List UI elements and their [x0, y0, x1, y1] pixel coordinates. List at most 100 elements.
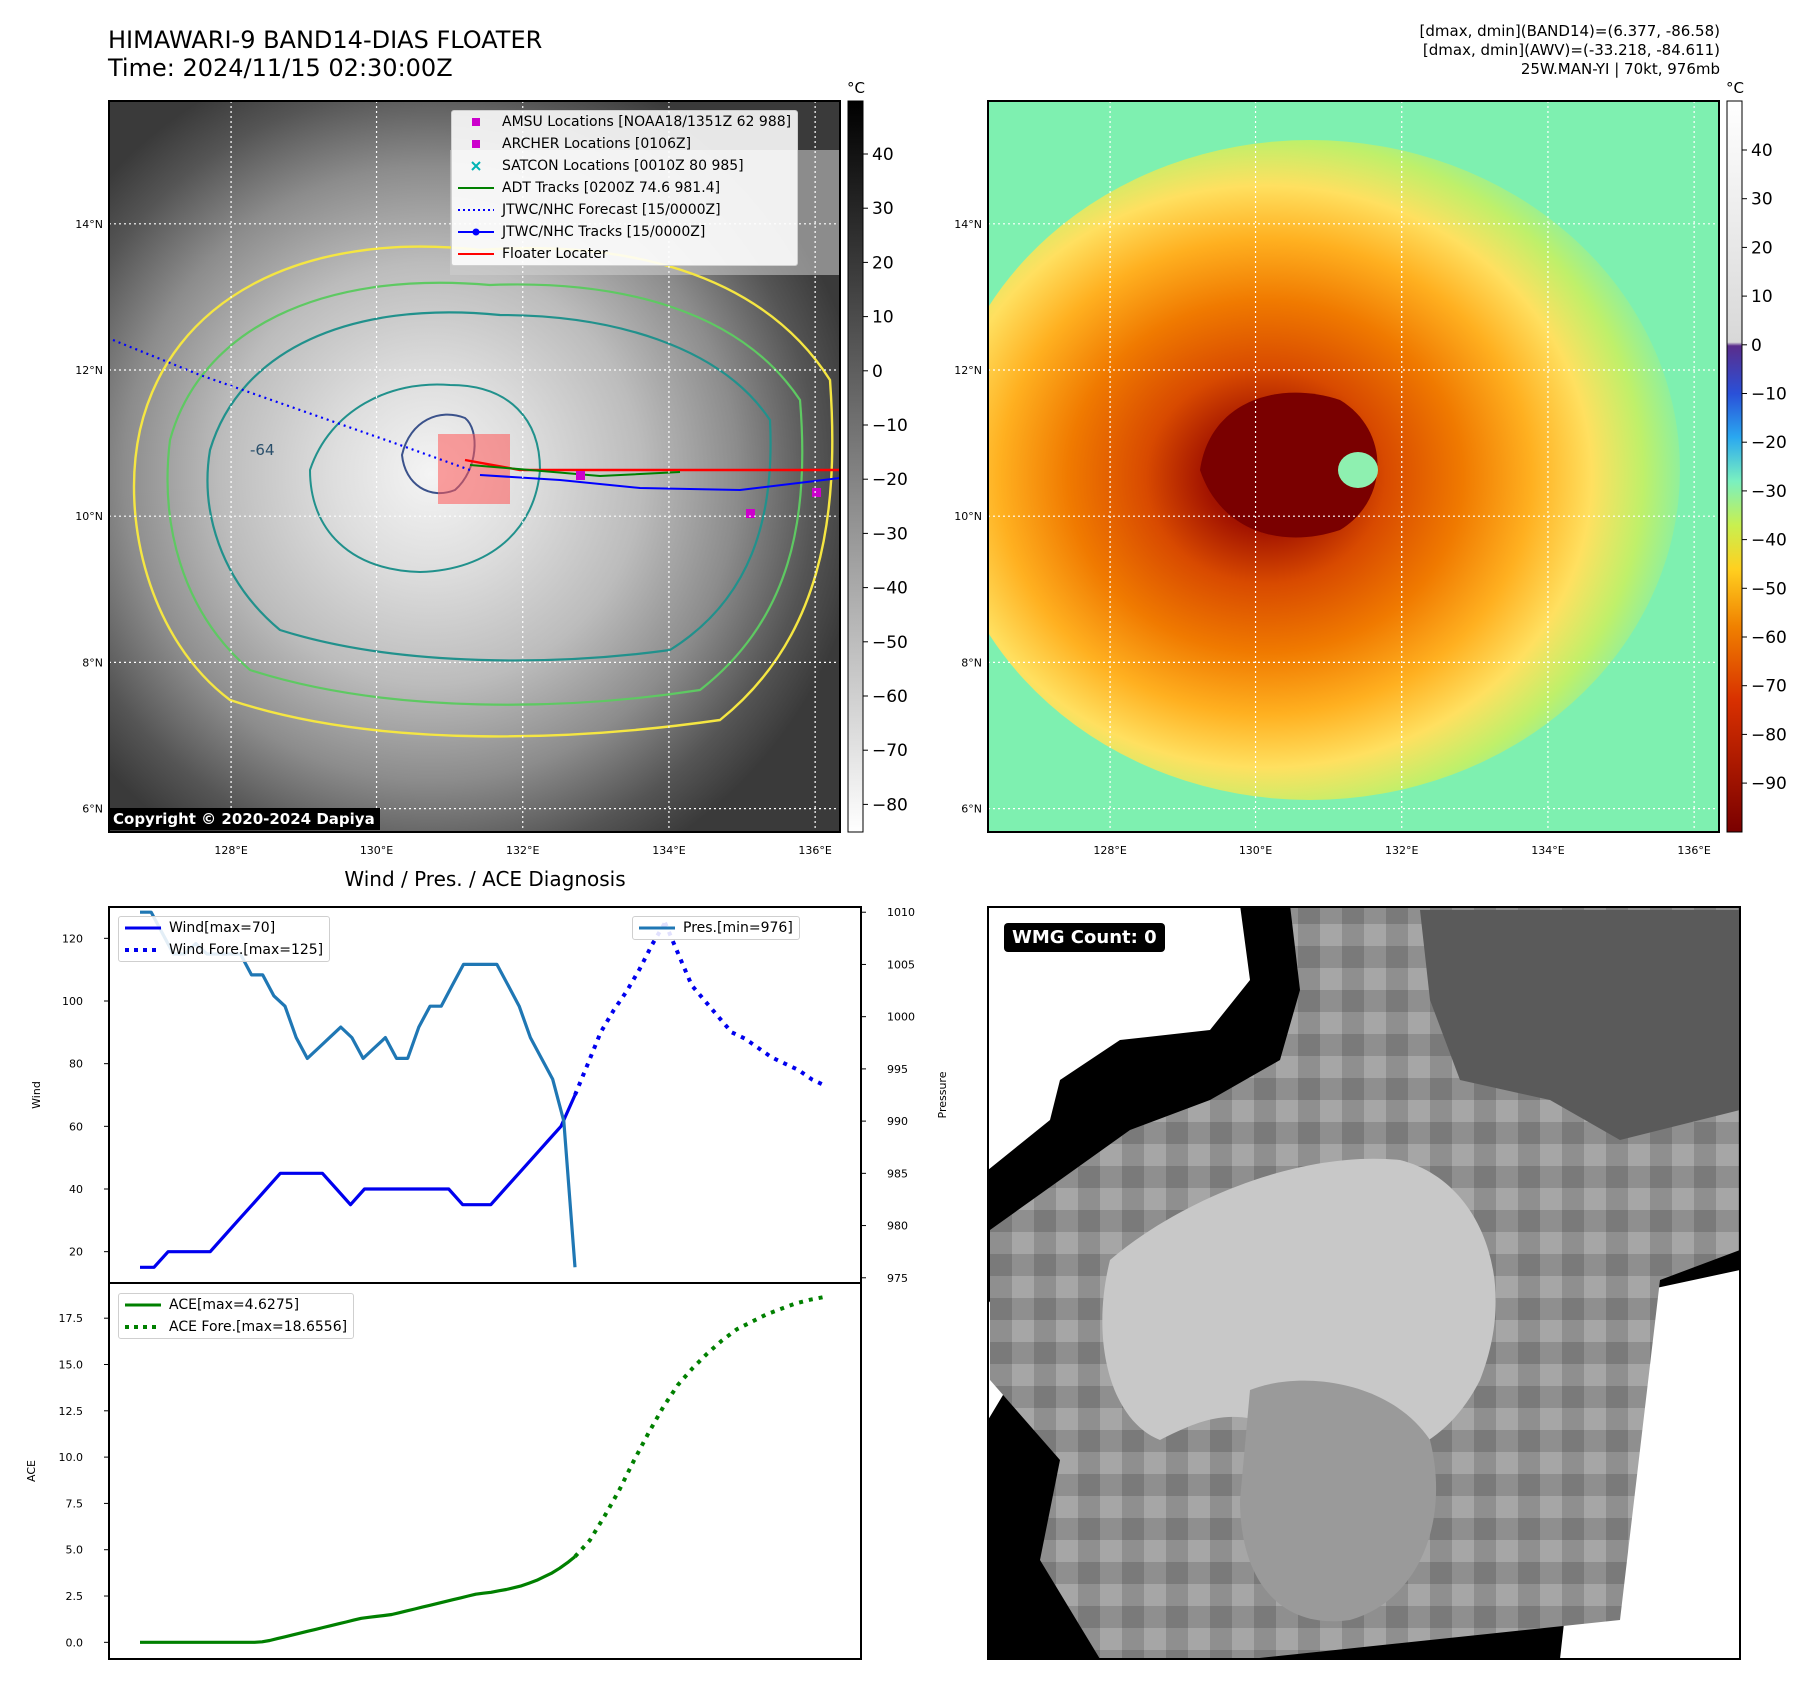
- ace-tick-label: 2.5: [66, 1590, 84, 1603]
- ace-ticks: 17.5 15.0 12.5 10.0 7.5 5.0 2.5 0.0: [59, 1312, 109, 1649]
- ir-legend-swatch: [458, 137, 494, 151]
- awv-colorbar-tick-label: −10: [1751, 385, 1787, 405]
- awv-colorbar-tick-label: −50: [1751, 579, 1787, 599]
- ace-fore-legend-swatch: [125, 1320, 161, 1334]
- archer-marker: [746, 509, 755, 518]
- awv-eye: [1338, 452, 1378, 488]
- pressure-tick-label: 985: [887, 1167, 908, 1180]
- ir-legend-swatch: [458, 115, 494, 129]
- awv-lon-label: 130°E: [1239, 844, 1272, 857]
- ir-colorbar-tick-label: −60: [872, 687, 908, 707]
- ir-colorbar-tick-label: −10: [872, 416, 908, 436]
- ir-legend-swatch: [458, 159, 494, 173]
- pressure-tick-label: 1005: [887, 958, 915, 971]
- title-line-1: HIMAWARI-9 BAND14-DIAS FLOATER: [108, 26, 543, 54]
- pressure-tick-label: 1000: [887, 1011, 915, 1024]
- ace-ylabel: ACE: [25, 1460, 38, 1482]
- awv-lat-label: 10°N: [954, 510, 982, 523]
- ace-tick-label: 17.5: [59, 1312, 84, 1325]
- awv-colorbar-tick-label: 10: [1751, 287, 1773, 307]
- ir-legend-item: JTWC/NHC Forecast [15/0000Z]: [452, 199, 797, 221]
- ace-line: [140, 1555, 577, 1644]
- awv-colorbar-tick-label: −30: [1751, 482, 1787, 502]
- wmg-panel: [988, 907, 1740, 1659]
- ir-lat-label: 8°N: [82, 656, 103, 669]
- wmg-count-badge: WMG Count: 0: [1004, 923, 1165, 952]
- ir-colorbar-ticks: 40 30 20 10 0 −10 −20 −30 −40 −50 −60 −70 −80: [863, 145, 908, 815]
- jtwc-track: [479, 474, 840, 492]
- ir-lat-label: 10°N: [75, 510, 103, 523]
- ir-legend-swatch: [458, 225, 494, 239]
- info-line-3: 25W.MAN-YI | 70kt, 976mb: [1520, 60, 1720, 78]
- awv-core: [1200, 392, 1378, 538]
- diag-title: Wind / Pres. / ACE Diagnosis: [344, 867, 625, 891]
- ir-colorbar-tick-label: −20: [872, 470, 908, 490]
- ir-legend-swatch: [458, 203, 494, 217]
- ir-legend-swatch: [458, 181, 494, 195]
- awv-lat-label: 14°N: [954, 218, 982, 231]
- awv-colorbar: [1726, 100, 1743, 833]
- awv-colorbar-tick-label: −90: [1751, 774, 1787, 794]
- wmg-light-region: [1102, 1158, 1496, 1460]
- ir-colorbar-tick-label: 40: [872, 145, 894, 165]
- contour-teal: [206, 311, 772, 662]
- ir-colorbar-tick-label: 10: [872, 308, 894, 328]
- ace-tick-label: 0.0: [66, 1636, 84, 1649]
- storm-info: [dmax, dmin](BAND14)=(6.377, -86.58) [dm…: [1420, 22, 1720, 79]
- pressure-tick-label: 995: [887, 1063, 908, 1076]
- wind-series: [140, 921, 826, 1269]
- awv-colorbar-tick-label: −60: [1751, 628, 1787, 648]
- awv-colorbar-unit: °C: [1726, 79, 1744, 97]
- ir-legend-swatch: [458, 247, 494, 261]
- ace-tick-label: 5.0: [66, 1544, 84, 1557]
- ir-legend-label: JTWC/NHC Forecast [15/0000Z]: [502, 202, 721, 218]
- ace-tick-label: 7.5: [66, 1497, 84, 1510]
- copyright-badge: Copyright © 2020-2024 Dapiya: [108, 808, 380, 830]
- wind-legend-label: Wind[max=70]: [169, 920, 276, 936]
- ace-forecast-line: [573, 1294, 826, 1558]
- ir-legend-item: Floater Locater: [452, 243, 797, 265]
- ir-legend-label: SATCON Locations [0010Z 80 985]: [502, 158, 744, 174]
- adt-track: [469, 464, 681, 478]
- floater-box: [438, 434, 510, 504]
- awv-colorbar-tick-label: 30: [1751, 190, 1773, 210]
- pressure-tick-label: 990: [887, 1115, 908, 1128]
- wind-line: [140, 1094, 577, 1269]
- ace-axes: [108, 1282, 862, 1660]
- awv-lon-label: 134°E: [1531, 844, 1564, 857]
- awv-lon-label: 136°E: [1677, 844, 1710, 857]
- awv-lat-label: 8°N: [961, 656, 982, 669]
- ace-legend-swatch: [125, 1298, 161, 1312]
- awv-colorbar-ticks: 40 30 20 10 0 −10 −20 −30 −40 −50 −60 −70 −80 −90: [1742, 141, 1787, 794]
- ir-colorbar-tick-label: 30: [872, 199, 894, 219]
- ir-colorbar-tick-label: 20: [872, 253, 894, 273]
- forecast-track: [112, 338, 471, 472]
- awv-lat-label: 6°N: [961, 803, 982, 816]
- ir-lon-label: 136°E: [798, 844, 831, 857]
- wind-tick-label: 120: [62, 932, 83, 945]
- wind-ylabel: Wind: [30, 1081, 43, 1109]
- pressure-legend: Pres.[min=976]: [632, 916, 800, 940]
- wind-ticks: 120 100 80 60 40 20: [62, 932, 109, 1259]
- ir-legend-label: Floater Locater: [502, 246, 608, 262]
- awv-colorbar-tick-label: −80: [1751, 725, 1787, 745]
- ir-lat-label: 6°N: [82, 803, 103, 816]
- awv-colorbar-tick-label: −40: [1751, 531, 1787, 551]
- figure-title: HIMAWARI-9 BAND14-DIAS FLOATER Time: 202…: [108, 26, 542, 82]
- pressure-tick-label: 1010: [887, 906, 915, 919]
- wind-legend: Wind[max=70] Wind Fore.[max=125]: [118, 916, 331, 962]
- awv-colorbar-tick-label: −70: [1751, 677, 1787, 697]
- ace-fore-legend-label: ACE Fore.[max=18.6556]: [169, 1319, 348, 1335]
- ir-legend-label: ARCHER Locations [0106Z]: [502, 136, 692, 152]
- ir-legend: AMSU Locations [NOAA18/1351Z 62 988] ARCH…: [451, 110, 799, 266]
- awv-panel: [988, 101, 1719, 832]
- contour-green: [166, 281, 804, 706]
- ir-frame: [108, 100, 841, 833]
- ir-legend-label: AMSU Locations [NOAA18/1351Z 62 988]: [502, 114, 792, 130]
- ir-legend-item: AMSU Locations [NOAA18/1351Z 62 988]: [452, 111, 797, 133]
- amsu-marker: [576, 471, 585, 480]
- awv-gridlines: 128°E 130°E 132°E 134°E 136°E 14°N 12°N 10°N 8°N…: [954, 101, 1719, 857]
- ir-lon-label: 128°E: [214, 844, 247, 857]
- awv-lat-label: 12°N: [954, 364, 982, 377]
